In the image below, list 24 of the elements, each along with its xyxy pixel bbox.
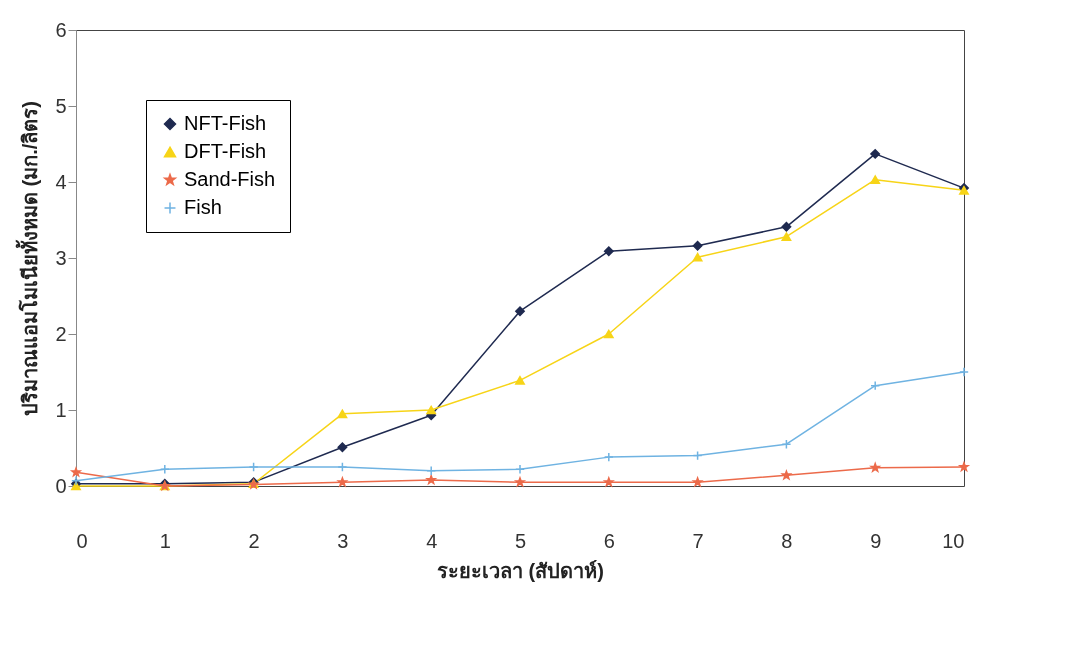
x-tick-label: 4 (426, 529, 438, 552)
x-tick-label: 1 (159, 529, 171, 552)
x-tick-label: 0 (76, 529, 88, 552)
legend-label: DFT-Fish (184, 140, 267, 162)
x-tick-label: 10 (942, 529, 965, 552)
legend-label: NFT-Fish (184, 112, 267, 134)
x-tick-label: 2 (248, 529, 260, 552)
y-tick-label: 1 (55, 398, 67, 421)
y-tick-label: 6 (55, 18, 67, 41)
x-tick-label: 3 (337, 529, 349, 552)
x-tick-label: 5 (514, 529, 527, 552)
x-tick-label: 6 (603, 529, 615, 552)
y-tick-label: 0 (55, 474, 67, 497)
legend-label: Fish (184, 196, 222, 218)
y-tick-label: 4 (55, 170, 67, 193)
legend-label: Sand-Fish (184, 168, 276, 190)
y-tick-label: 5 (55, 94, 67, 117)
y-tick-label: 3 (55, 246, 67, 269)
x-tick-label: 8 (781, 529, 793, 552)
x-tick-label: 9 (870, 529, 882, 552)
y-axis-title: ปริมาณแอมโมเนียทั้งหมด (มก./ลิตร) (15, 101, 42, 416)
x-axis-title: ระยะเวลา (สัปดาห์) (437, 559, 604, 582)
x-tick-label: 7 (692, 529, 704, 552)
y-tick-label: 2 (55, 322, 67, 345)
